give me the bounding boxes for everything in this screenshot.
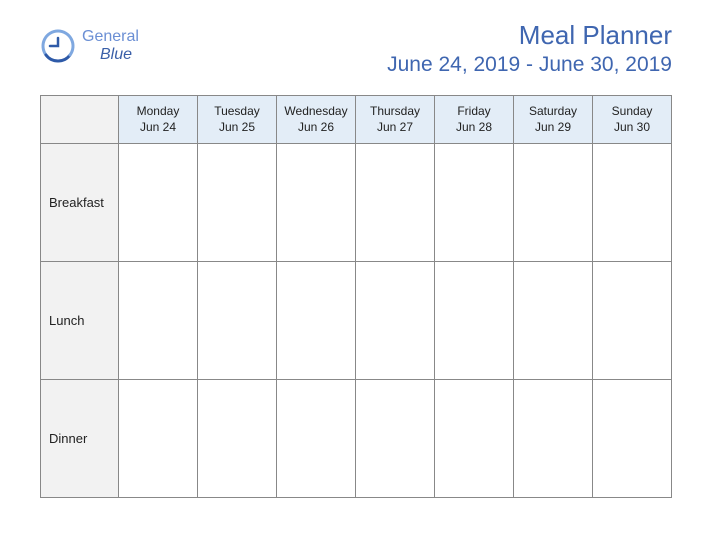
day-name: Friday: [439, 104, 509, 120]
day-date: Jun 26: [281, 120, 351, 136]
day-header: MondayJun 24: [119, 96, 198, 144]
meal-cell[interactable]: [198, 262, 277, 380]
meal-cell[interactable]: [119, 262, 198, 380]
logo-text-bot: Blue: [100, 46, 139, 64]
day-header: ThursdayJun 27: [356, 96, 435, 144]
logo-mark-icon: [40, 28, 76, 64]
meal-cell[interactable]: [593, 262, 672, 380]
meal-label: Dinner: [41, 380, 119, 498]
meal-cell[interactable]: [277, 144, 356, 262]
logo-text: General Blue: [82, 28, 139, 63]
table-row: Breakfast: [41, 144, 672, 262]
meal-label: Breakfast: [41, 144, 119, 262]
day-name: Monday: [123, 104, 193, 120]
table-header-row: MondayJun 24 TuesdayJun 25 WednesdayJun …: [41, 96, 672, 144]
day-header: SaturdayJun 29: [514, 96, 593, 144]
meal-cell[interactable]: [356, 380, 435, 498]
meal-cell[interactable]: [593, 380, 672, 498]
day-name: Tuesday: [202, 104, 272, 120]
table-row: Lunch: [41, 262, 672, 380]
meal-cell[interactable]: [277, 380, 356, 498]
day-header: SundayJun 30: [593, 96, 672, 144]
meal-cell[interactable]: [277, 262, 356, 380]
document-header: General Blue Meal Planner June 24, 2019 …: [40, 20, 672, 77]
day-date: Jun 24: [123, 120, 193, 136]
table-corner-cell: [41, 96, 119, 144]
day-date: Jun 25: [202, 120, 272, 136]
page-title: Meal Planner: [387, 20, 672, 51]
logo: General Blue: [40, 28, 139, 64]
meal-cell[interactable]: [119, 144, 198, 262]
day-header: WednesdayJun 26: [277, 96, 356, 144]
day-date: Jun 30: [597, 120, 667, 136]
meal-cell[interactable]: [514, 380, 593, 498]
meal-cell[interactable]: [119, 380, 198, 498]
meal-planner-table: MondayJun 24 TuesdayJun 25 WednesdayJun …: [40, 95, 672, 498]
meal-cell[interactable]: [435, 262, 514, 380]
day-name: Thursday: [360, 104, 430, 120]
day-date: Jun 29: [518, 120, 588, 136]
meal-label: Lunch: [41, 262, 119, 380]
day-date: Jun 27: [360, 120, 430, 136]
meal-cell[interactable]: [198, 380, 277, 498]
logo-text-top: General: [82, 28, 139, 46]
meal-cell[interactable]: [435, 380, 514, 498]
meal-cell[interactable]: [514, 262, 593, 380]
meal-cell[interactable]: [198, 144, 277, 262]
meal-cell[interactable]: [356, 144, 435, 262]
day-name: Sunday: [597, 104, 667, 120]
meal-cell[interactable]: [356, 262, 435, 380]
table-row: Dinner: [41, 380, 672, 498]
date-range: June 24, 2019 - June 30, 2019: [387, 53, 672, 77]
day-header: FridayJun 28: [435, 96, 514, 144]
title-block: Meal Planner June 24, 2019 - June 30, 20…: [387, 20, 672, 77]
meal-cell[interactable]: [514, 144, 593, 262]
day-name: Saturday: [518, 104, 588, 120]
day-name: Wednesday: [281, 104, 351, 120]
day-date: Jun 28: [439, 120, 509, 136]
meal-cell[interactable]: [435, 144, 514, 262]
day-header: TuesdayJun 25: [198, 96, 277, 144]
meal-cell[interactable]: [593, 144, 672, 262]
